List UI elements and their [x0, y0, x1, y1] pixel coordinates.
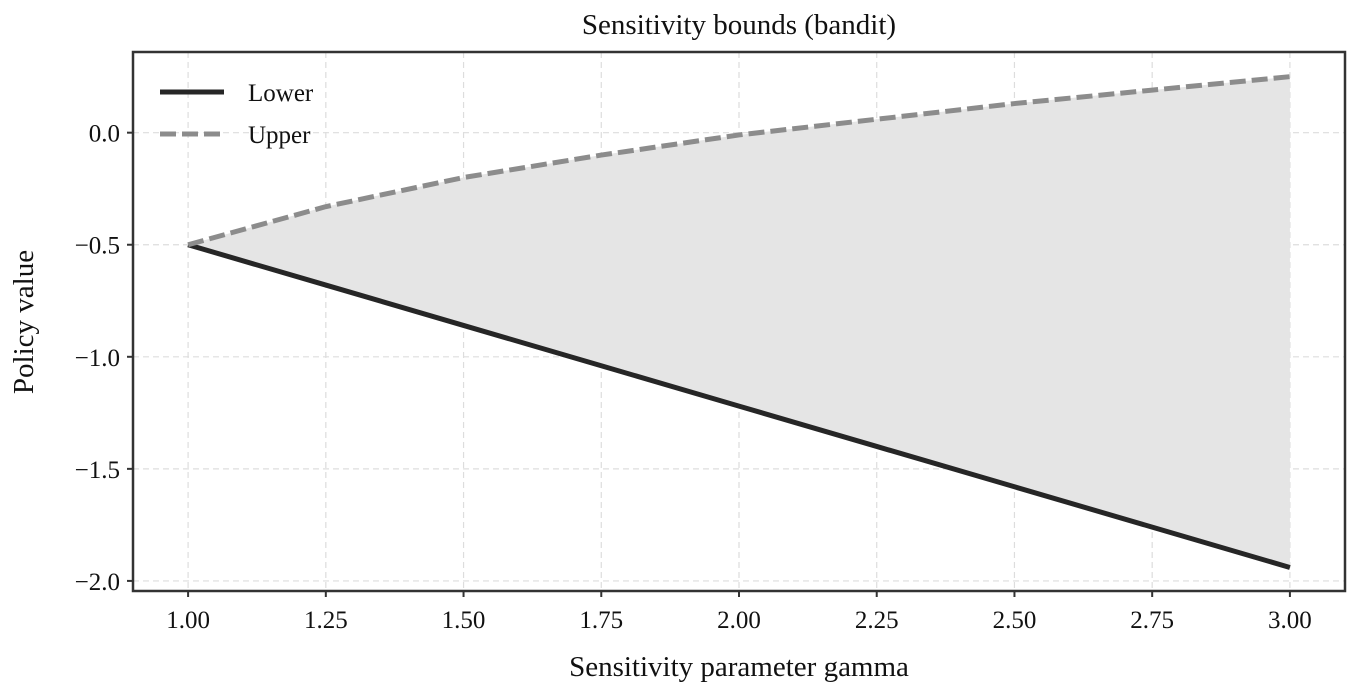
y-tick-label: −1.5: [75, 457, 120, 484]
y-tick-label: −0.5: [75, 233, 120, 260]
y-tick-label: 0.0: [89, 121, 120, 148]
x-tick-label: 2.50: [993, 607, 1037, 634]
y-tick-label: −1.0: [75, 345, 120, 372]
x-tick-label: 1.25: [304, 607, 348, 634]
x-tick-label: 1.75: [579, 607, 623, 634]
x-tick-label: 3.00: [1268, 607, 1312, 634]
x-tick-label: 2.75: [1130, 607, 1174, 634]
x-tick-label: 1.00: [166, 607, 210, 634]
legend-label-upper: Upper: [248, 122, 311, 149]
x-tick-label: 2.00: [717, 607, 761, 634]
x-tick-label: 1.50: [442, 607, 486, 634]
x-tick-label: 2.25: [855, 607, 899, 634]
y-axis-label: Policy value: [8, 250, 40, 394]
legend-label-lower: Lower: [248, 80, 314, 107]
x-axis-label: Sensitivity parameter gamma: [569, 651, 909, 683]
y-tick-label: −2.0: [75, 569, 120, 596]
legend: Lower Upper: [160, 80, 314, 149]
chart-title: Sensitivity bounds (bandit): [582, 9, 896, 41]
